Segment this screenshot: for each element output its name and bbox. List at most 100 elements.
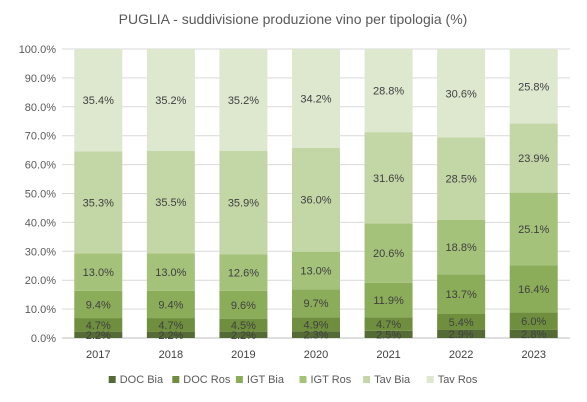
bar-segment-tav-bia [509,123,558,193]
data-label: 9.4% [158,299,183,311]
legend-entry: Tav Ros [438,374,478,386]
data-label: 35.2% [228,95,259,107]
y-tick-label: 10.0% [25,304,56,316]
y-tick-label: 50.0% [25,189,56,201]
bar-segment-tav-bia [364,132,413,224]
y-tick-label: 60.0% [25,160,56,172]
data-label: 13.7% [446,289,477,301]
legend-swatch [172,376,180,383]
bar-segment-doc-bia [437,329,486,338]
y-tick-label: 80.0% [25,102,56,114]
bar-segment-igt-bia [364,282,413,318]
data-label: 11.9% [373,295,404,307]
data-label: 4.7% [86,320,111,332]
bar-segment-tav-ros [509,49,558,124]
y-tick-label: 30.0% [25,246,56,258]
data-label: 13.0% [300,265,331,277]
legend-entry: IGT Ros [311,374,352,386]
y-tick-label: 90.0% [25,73,56,85]
x-category-label: 2020 [304,349,328,361]
bar-segment-igt-ros [292,251,340,290]
bar-segment-tav-bia [74,151,123,254]
data-label: 25.8% [518,81,549,93]
data-label: 35.5% [155,197,186,209]
bar-segment-doc-bia [509,329,558,338]
x-category-label: 2021 [376,349,400,361]
legend-entry: DOC Bia [120,374,164,386]
bar-segment-doc-ros [74,318,123,332]
bar-segment-tav-ros [437,49,486,138]
x-category-label: 2017 [86,349,110,361]
data-label: 34.2% [300,93,331,105]
x-category-label: 2019 [231,349,255,361]
legend-swatch [363,376,371,383]
legend-swatch [235,376,243,383]
y-axis-ticks: 0.0% 10.0% 20.0% 30.0% 40.0% 50.0% 60.0% 70.0% 8… [19,44,57,345]
bar-segment-doc-ros [509,312,558,330]
data-label: 12.6% [228,268,259,280]
bar-segment-doc-bia [146,331,195,338]
bar-segment-doc-ros [292,317,340,332]
bar-segment-tav-bia [219,150,268,255]
bar-segment-tav-bia [437,137,486,220]
data-label: 13.0% [83,267,114,279]
data-label: 5.4% [449,317,474,329]
y-tick-label: 20.0% [25,275,56,287]
y-tick-label: 70.0% [25,131,56,143]
data-label: 23.9% [518,153,549,165]
data-label: 16.4% [518,284,549,296]
bars [74,49,558,338]
legend: DOC Bia DOC Ros IGT Bia IGT Ros Tav Bia Tav R… [108,374,478,386]
x-category-label: 2022 [449,349,473,361]
y-tick-label: 100.0% [19,44,57,56]
bar-segment-igt-ros [509,192,558,266]
data-label: 2.5% [376,329,401,341]
x-category-label: 2018 [159,349,183,361]
bar-segment-igt-ros [364,223,413,283]
bar-segment-doc-bia [364,330,413,338]
bar-segment-doc-ros [219,318,268,332]
data-label: 18.8% [446,242,477,254]
data-label: 28.5% [446,174,477,186]
bar-segment-tav-ros [364,49,413,133]
data-label: 30.6% [446,88,477,100]
data-label: 4.5% [231,320,256,332]
bar-segment-tav-bia [146,150,195,254]
bar-segment-igt-bia [146,290,195,319]
legend-swatch [426,376,434,383]
bar-segment-igt-bia [437,274,486,314]
bar-segment-doc-bia [219,331,268,338]
bar-segment-tav-ros [74,49,123,152]
bar-segment-tav-ros [292,49,340,148]
bar-segment-tav-bia [292,147,340,252]
data-label: 2.8% [521,329,546,341]
data-label: 4.9% [303,319,328,331]
bar-segment-doc-ros [437,313,486,330]
bar-segment-doc-bia [292,331,340,338]
legend-entry: Tav Bia [374,374,411,386]
data-label: 13.0% [155,267,186,279]
data-label: 9.6% [231,300,256,312]
bar-segment-igt-ros [437,219,486,275]
chart-title: PUGLIA - suddivisione produzione vino pe… [119,11,468,27]
data-label: 35.3% [83,197,114,209]
bar-segment-igt-bia [219,290,268,319]
data-label: 35.4% [83,95,114,107]
data-label: 9.7% [303,298,328,310]
legend-entry: IGT Bia [247,374,285,386]
y-tick-label: 0.0% [31,333,56,345]
data-label: 2.3% [303,330,328,342]
bar-segment-igt-ros [74,253,123,291]
data-label: 28.8% [373,86,404,98]
legend-swatch [108,376,116,383]
data-label: 36.0% [300,195,331,207]
data-label: 6.0% [521,316,546,328]
data-label: 2.2% [231,330,256,342]
x-axis-categories: 2017 2018 2019 2020 2021 2022 2023 [86,349,546,361]
bar-segment-doc-bia [74,331,123,338]
bar-segment-igt-ros [146,253,195,291]
bar-segment-tav-ros [219,49,268,151]
bar-segment-tav-ros [146,49,195,151]
